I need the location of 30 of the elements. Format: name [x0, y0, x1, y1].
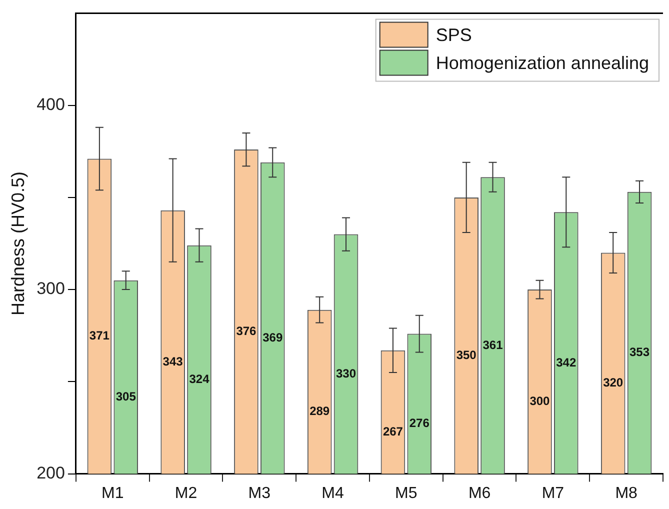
x-tick-label: M5 — [395, 484, 418, 502]
y-tick-label: 200 — [36, 463, 65, 482]
data-label: 305 — [116, 389, 136, 404]
data-label: 369 — [262, 330, 283, 344]
y-axis-title: Hardness (HV0.5) — [8, 171, 28, 316]
data-label: 376 — [236, 324, 257, 338]
x-tick-label: M4 — [322, 484, 344, 502]
data-label: 276 — [409, 416, 430, 430]
data-label: 324 — [189, 372, 210, 386]
x-tick-label: M6 — [468, 484, 491, 502]
y-tick-label: 300 — [36, 279, 65, 298]
data-label: 320 — [603, 376, 624, 390]
y-tick-label: 400 — [36, 95, 65, 114]
x-tick-label: M8 — [615, 484, 638, 502]
data-label: 343 — [162, 354, 184, 368]
data-label: 342 — [556, 355, 576, 370]
data-label: 289 — [310, 404, 330, 418]
legend-label: Homogenization annealing — [436, 53, 650, 74]
data-label: 267 — [382, 424, 404, 438]
x-tick-label: M7 — [542, 484, 564, 502]
data-label: 300 — [530, 394, 550, 408]
legend-label: SPS — [436, 25, 472, 46]
data-label: 353 — [630, 345, 650, 360]
x-tick-label: M1 — [102, 484, 124, 502]
x-tick-label: M3 — [248, 484, 271, 502]
x-tick-label: M2 — [174, 484, 198, 502]
data-label: 371 — [89, 328, 110, 343]
data-label: 350 — [456, 348, 477, 362]
data-label: 361 — [482, 338, 504, 352]
data-label: 330 — [336, 366, 356, 380]
